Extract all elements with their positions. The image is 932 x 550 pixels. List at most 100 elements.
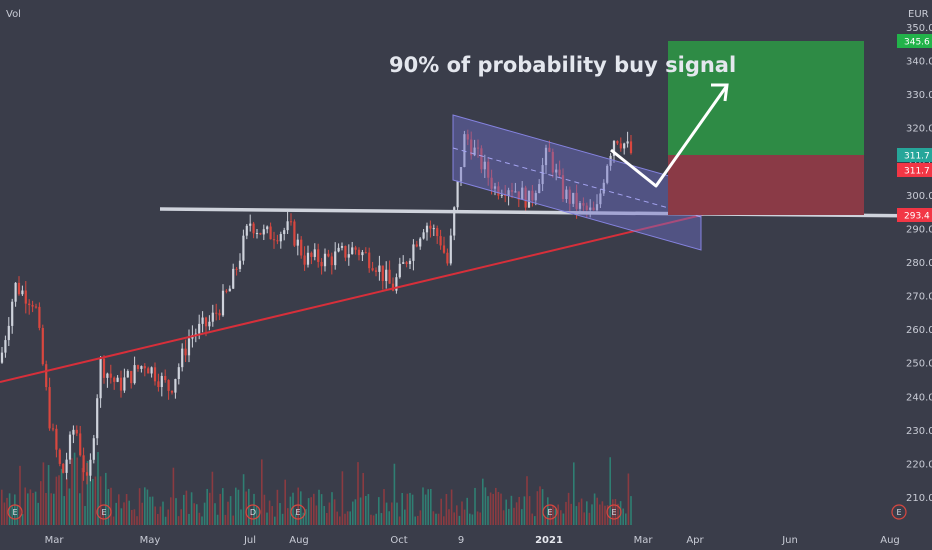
loss-zone[interactable] <box>668 155 864 215</box>
volume-bar <box>110 487 112 525</box>
candle-body <box>215 312 218 314</box>
volume-bar <box>565 501 567 525</box>
volume-bar <box>495 487 497 525</box>
candle-body <box>296 239 299 246</box>
x-tick-label: Jul <box>243 535 256 546</box>
event-marker[interactable]: D <box>245 504 261 520</box>
price-label-text: 293.4 <box>904 212 930 222</box>
candle-body <box>609 155 612 166</box>
volume-bar <box>229 496 232 525</box>
price-label-badge: 345.6 <box>897 34 932 48</box>
volume-bar <box>523 496 526 525</box>
volume-bar <box>630 496 632 525</box>
candlestick-series <box>0 129 633 485</box>
volume-bar <box>526 476 528 525</box>
candle-body <box>500 194 503 196</box>
candle-body <box>157 381 160 388</box>
candle-body <box>422 232 425 239</box>
x-tick-label: Oct <box>390 535 407 546</box>
candle-body <box>534 193 537 201</box>
trend-line[interactable] <box>0 213 707 383</box>
volume-bar <box>305 509 307 525</box>
volume-bar <box>388 511 390 525</box>
candle-body <box>595 204 599 211</box>
volume-bar <box>541 489 544 525</box>
candle-body <box>517 191 520 200</box>
candle-body <box>391 283 395 291</box>
volume-bar <box>162 501 164 525</box>
price-label-text: 345.6 <box>904 38 930 48</box>
y-tick-label: 210.0 <box>906 493 932 504</box>
volume-bar <box>596 497 598 525</box>
volume-bar <box>240 509 242 525</box>
projection-arrow[interactable] <box>610 86 728 188</box>
candle-body <box>459 166 463 182</box>
candle-body <box>626 141 629 144</box>
candle-body <box>446 252 449 264</box>
x-tick-label: Aug <box>880 535 900 546</box>
candle-body <box>123 377 126 391</box>
volume-bar <box>482 478 484 525</box>
volume-bar <box>170 497 172 525</box>
volume-bar <box>331 492 333 525</box>
candle-body <box>320 261 323 267</box>
event-marker[interactable]: E <box>542 504 558 520</box>
candle-body <box>45 364 48 388</box>
volume-bar <box>484 487 487 525</box>
event-marker[interactable]: E <box>7 504 23 520</box>
candle-body <box>102 358 106 378</box>
candle-body <box>354 247 357 250</box>
volume-bar <box>528 496 531 525</box>
candle-body <box>276 240 279 242</box>
candle-body <box>238 260 242 269</box>
volume-bar <box>502 510 505 525</box>
volume-bar <box>471 514 474 525</box>
volume-bar <box>287 508 289 525</box>
annotation-text[interactable]: 90% of probability buy signal <box>389 53 736 77</box>
volume-bar <box>310 497 312 525</box>
volume-bar <box>255 506 258 525</box>
candle-body <box>544 147 548 166</box>
volume-bar <box>219 493 221 525</box>
volume-bar <box>591 504 593 525</box>
volume-bar <box>406 493 409 525</box>
event-marker[interactable]: E <box>891 504 907 520</box>
volume-bar <box>362 472 364 525</box>
profit-zone[interactable] <box>668 41 864 155</box>
volume-bar <box>120 508 123 525</box>
volume-bar <box>547 497 549 525</box>
volume-bar <box>552 505 554 525</box>
candle-body <box>283 230 286 235</box>
candle-body <box>55 428 58 450</box>
candle-body <box>201 317 204 324</box>
volume-bar <box>518 496 520 525</box>
event-marker[interactable]: E <box>606 504 622 520</box>
volume-bar <box>307 498 310 525</box>
volume-bar <box>300 491 302 525</box>
event-marker[interactable]: E <box>290 504 306 520</box>
volume-bar <box>281 513 284 525</box>
volume-bar <box>68 488 71 525</box>
volume-bar <box>536 491 539 525</box>
volume-bar <box>302 512 305 525</box>
volume-bar <box>131 509 133 525</box>
volume-bar <box>151 496 154 525</box>
candle-body <box>317 249 320 262</box>
channel-midline <box>452 147 702 218</box>
price-label-text: 311.7 <box>904 167 930 177</box>
candle-body <box>439 236 442 246</box>
candle-body <box>551 151 554 173</box>
event-marker[interactable]: E <box>96 504 112 520</box>
candle-body <box>572 192 575 204</box>
time-axis[interactable]: Mar May Jul Aug Oct 9 2021 Mar Apr Jun Aug <box>45 535 900 546</box>
volume-bar <box>326 512 328 525</box>
volume-bar <box>253 493 255 525</box>
volume-bar <box>448 509 450 525</box>
price-axis[interactable]: 210.0 220.0 230.0 240.0 250.0 260.0 270.0 280.0… <box>906 23 932 504</box>
x-tick-label: Jun <box>781 535 798 546</box>
candle-body <box>432 228 435 230</box>
volume-bar <box>614 499 617 525</box>
y-tick-label: 310.0 <box>906 157 932 168</box>
volume-bar <box>47 465 50 525</box>
